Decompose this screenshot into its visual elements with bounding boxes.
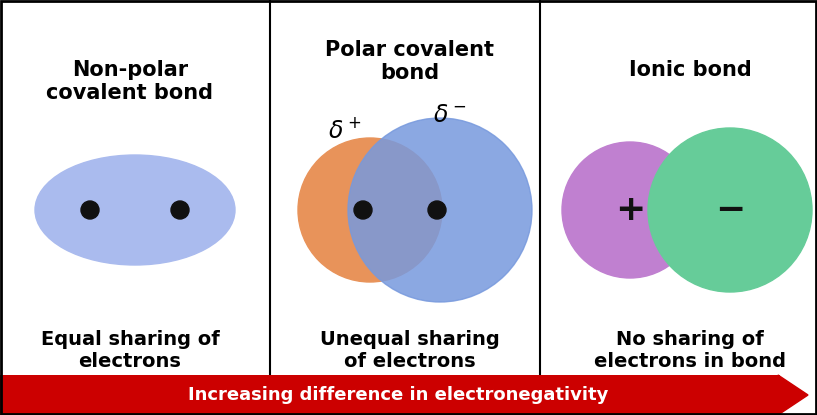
Circle shape (348, 118, 532, 302)
Circle shape (428, 201, 446, 219)
Circle shape (171, 201, 189, 219)
Text: $\delta^+$: $\delta^+$ (328, 117, 362, 142)
Text: $\delta^-$: $\delta^-$ (433, 103, 467, 127)
Text: No sharing of
electrons in bond: No sharing of electrons in bond (594, 330, 786, 371)
Text: Unequal sharing
of electrons: Unequal sharing of electrons (320, 330, 500, 371)
Text: Increasing difference in electronegativity: Increasing difference in electronegativi… (188, 386, 609, 404)
Circle shape (81, 201, 99, 219)
FancyArrow shape (778, 375, 808, 415)
Circle shape (298, 138, 442, 282)
Text: −: − (715, 193, 745, 227)
Text: +: + (615, 193, 645, 227)
Text: Non-polar
covalent bond: Non-polar covalent bond (47, 60, 213, 103)
Text: Polar covalent
bond: Polar covalent bond (325, 40, 494, 83)
Circle shape (562, 142, 698, 278)
Text: Equal sharing of
electrons: Equal sharing of electrons (41, 330, 220, 371)
Text: Ionic bond: Ionic bond (628, 60, 752, 80)
Circle shape (648, 128, 812, 292)
Circle shape (354, 201, 372, 219)
Bar (0, 375, 780, 415)
Ellipse shape (35, 155, 235, 265)
